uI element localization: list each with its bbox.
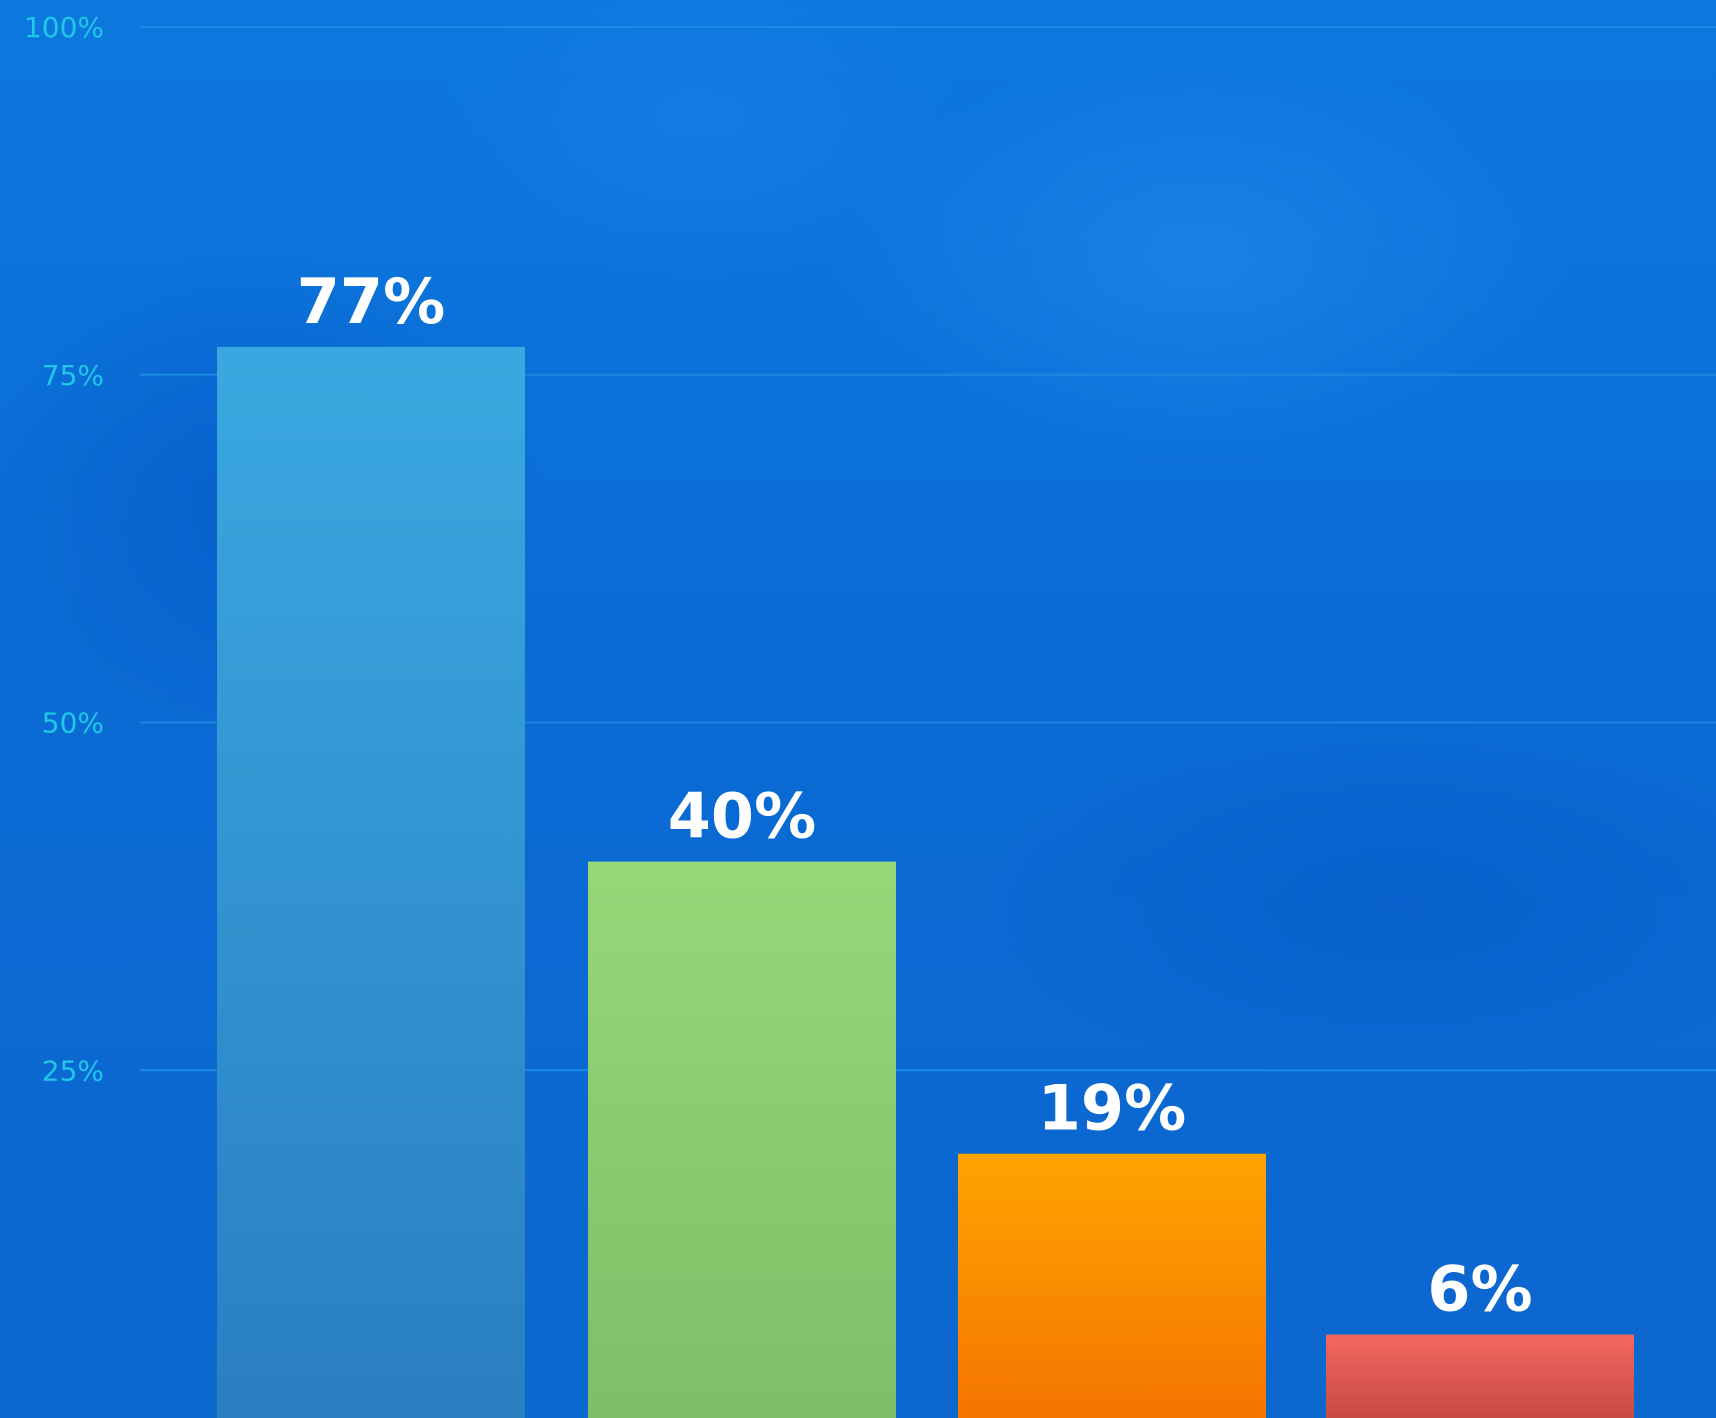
y-tick-label: 25% <box>42 1054 104 1087</box>
y-tick-label: 50% <box>42 707 104 740</box>
bar-value-label: 19% <box>1038 1072 1186 1145</box>
bar-value-label: 6% <box>1427 1253 1532 1326</box>
bar <box>958 1153 1266 1418</box>
y-tick-label: 75% <box>42 359 104 392</box>
bar <box>217 346 525 1418</box>
bar <box>1326 1334 1634 1418</box>
bars <box>217 346 1634 1418</box>
y-axis-tick-labels: 25% 50% 75% 100% <box>24 11 104 1087</box>
y-tick-label: 100% <box>24 11 104 44</box>
bar <box>588 861 896 1418</box>
bar-value-label: 40% <box>668 780 816 853</box>
bar-value-label: 77% <box>297 265 445 338</box>
data-labels: 77% 40% 19% 6% <box>297 265 1533 1326</box>
